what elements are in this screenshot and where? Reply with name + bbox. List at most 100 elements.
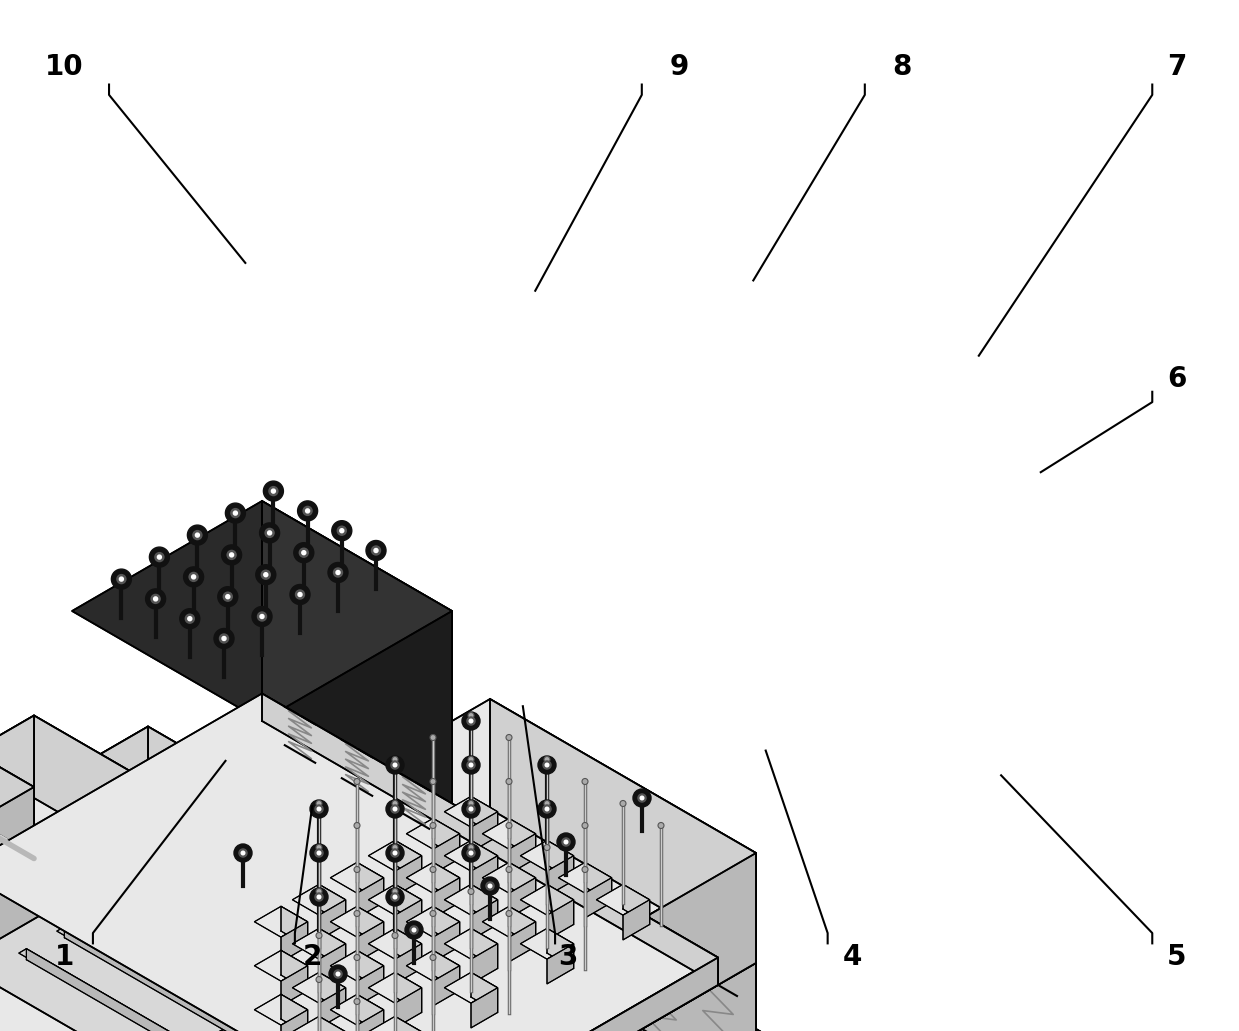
- Polygon shape: [357, 994, 384, 1031]
- Polygon shape: [357, 877, 384, 918]
- Polygon shape: [133, 883, 342, 1004]
- Polygon shape: [559, 862, 612, 893]
- Polygon shape: [471, 972, 498, 1012]
- Polygon shape: [110, 699, 756, 1031]
- Circle shape: [393, 763, 396, 767]
- Circle shape: [641, 796, 644, 800]
- Polygon shape: [357, 951, 384, 991]
- Polygon shape: [395, 1017, 421, 1031]
- Circle shape: [544, 844, 550, 851]
- Circle shape: [214, 629, 234, 648]
- Circle shape: [467, 717, 475, 725]
- Circle shape: [190, 572, 198, 581]
- Circle shape: [155, 553, 164, 562]
- Polygon shape: [406, 819, 460, 850]
- Circle shape: [558, 833, 575, 851]
- Polygon shape: [471, 943, 498, 984]
- Circle shape: [481, 877, 499, 895]
- Polygon shape: [357, 906, 384, 946]
- Circle shape: [545, 763, 549, 767]
- Circle shape: [297, 501, 317, 521]
- Circle shape: [188, 617, 192, 621]
- Circle shape: [354, 955, 361, 961]
- Circle shape: [271, 489, 275, 493]
- Polygon shape: [19, 949, 228, 1031]
- Circle shape: [306, 509, 310, 512]
- Polygon shape: [318, 885, 346, 925]
- Circle shape: [219, 634, 228, 643]
- Circle shape: [392, 932, 398, 938]
- Circle shape: [310, 888, 328, 906]
- Polygon shape: [95, 904, 304, 1026]
- Polygon shape: [72, 501, 452, 721]
- Circle shape: [462, 712, 479, 730]
- Circle shape: [633, 789, 650, 807]
- Polygon shape: [103, 904, 304, 1031]
- Polygon shape: [432, 966, 460, 1006]
- Polygon shape: [0, 727, 224, 902]
- Polygon shape: [281, 994, 307, 1031]
- Circle shape: [488, 885, 492, 888]
- Polygon shape: [368, 928, 421, 959]
- Polygon shape: [357, 922, 384, 962]
- Circle shape: [392, 761, 399, 769]
- Polygon shape: [471, 900, 498, 940]
- Circle shape: [392, 757, 398, 763]
- Polygon shape: [395, 900, 421, 940]
- Polygon shape: [0, 727, 147, 941]
- Polygon shape: [585, 877, 612, 918]
- Circle shape: [582, 823, 589, 829]
- Polygon shape: [432, 819, 460, 859]
- Circle shape: [316, 889, 322, 895]
- Circle shape: [186, 614, 195, 623]
- Circle shape: [317, 807, 321, 810]
- Polygon shape: [0, 770, 224, 985]
- Polygon shape: [261, 776, 489, 963]
- Circle shape: [264, 481, 284, 501]
- Circle shape: [193, 531, 202, 539]
- Polygon shape: [585, 862, 612, 902]
- Circle shape: [658, 823, 664, 829]
- Polygon shape: [178, 861, 380, 989]
- Circle shape: [328, 563, 348, 583]
- Circle shape: [258, 612, 266, 621]
- Circle shape: [218, 587, 238, 606]
- Polygon shape: [357, 862, 384, 902]
- Polygon shape: [432, 834, 460, 874]
- Circle shape: [358, 857, 394, 893]
- Circle shape: [563, 838, 570, 846]
- Polygon shape: [0, 716, 147, 913]
- Polygon shape: [281, 906, 307, 946]
- Circle shape: [151, 595, 160, 603]
- Circle shape: [392, 889, 398, 895]
- Polygon shape: [445, 840, 498, 871]
- Polygon shape: [482, 819, 535, 850]
- Polygon shape: [509, 834, 535, 874]
- Circle shape: [339, 529, 343, 533]
- Circle shape: [333, 568, 342, 577]
- Polygon shape: [0, 787, 452, 1031]
- Polygon shape: [395, 840, 421, 880]
- Circle shape: [150, 547, 170, 567]
- Polygon shape: [254, 951, 307, 982]
- Polygon shape: [395, 972, 421, 1012]
- Polygon shape: [414, 958, 717, 1031]
- Circle shape: [410, 926, 418, 934]
- Circle shape: [157, 555, 161, 559]
- Circle shape: [225, 503, 245, 523]
- Polygon shape: [292, 972, 346, 1003]
- Circle shape: [300, 548, 309, 557]
- Circle shape: [430, 734, 436, 740]
- Circle shape: [430, 955, 436, 961]
- Polygon shape: [292, 1017, 346, 1031]
- Circle shape: [315, 805, 323, 813]
- Circle shape: [470, 763, 473, 767]
- Circle shape: [543, 805, 551, 813]
- Polygon shape: [395, 856, 421, 896]
- Circle shape: [462, 844, 479, 862]
- Circle shape: [564, 840, 567, 843]
- Polygon shape: [395, 988, 421, 1028]
- Polygon shape: [406, 906, 460, 937]
- Circle shape: [227, 551, 237, 560]
- Circle shape: [392, 849, 399, 857]
